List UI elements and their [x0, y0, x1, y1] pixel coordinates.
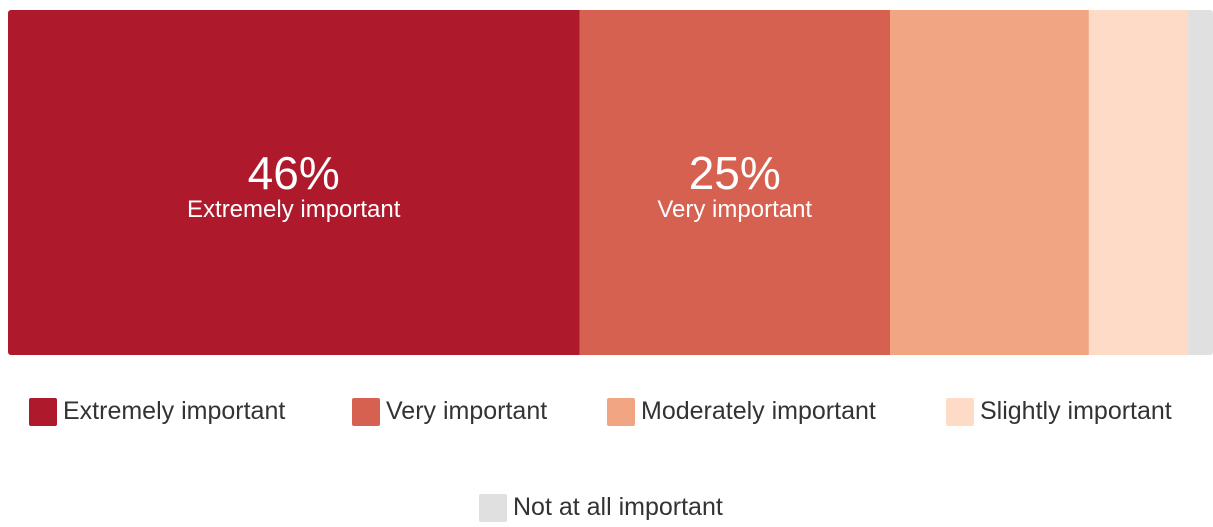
legend-swatch-slightly-important — [946, 397, 974, 426]
legend-item-slightly-important[interactable]: Slightly important — [946, 397, 1172, 426]
legend-swatch-moderately-important — [607, 397, 635, 426]
legend-row-2: Not at all important — [479, 493, 723, 522]
legend-item-very-important[interactable]: Very important — [352, 397, 547, 426]
data-label-category-very-important: Very important — [657, 196, 812, 223]
data-label-value-extremely-important: 46% — [248, 147, 340, 199]
legend-label-slightly-important: Slightly important — [980, 397, 1172, 425]
legend-label-extremely-important: Extremely important — [63, 397, 286, 425]
bar-segment-very-important[interactable] — [579, 10, 891, 355]
legend-row-1c: Moderately important — [607, 397, 876, 426]
legend-label-not-at-all-important: Not at all important — [513, 493, 723, 521]
legend-row-1: Extremely important — [29, 397, 285, 426]
legend-row-1b: Very important — [352, 397, 547, 426]
legend-row-1d: Slightly important — [946, 397, 1172, 426]
legend-swatch-very-important — [352, 397, 380, 426]
legend-item-extremely-important[interactable]: Extremely important — [29, 397, 285, 426]
legend-swatch-extremely-important — [29, 397, 57, 426]
bar-segment-extremely-important[interactable] — [8, 10, 580, 355]
data-label-value-very-important: 25% — [689, 147, 781, 199]
legend-swatch-not-at-all-important — [479, 493, 507, 522]
data-label-category-extremely-important: Extremely important — [187, 196, 401, 223]
bar-segment-slightly-important[interactable] — [1088, 10, 1189, 355]
stacked-bar-chart: 46%Extremely important 25%Very important — [8, 10, 1213, 355]
bar-segment-not-at-all-important[interactable] — [1188, 10, 1213, 355]
bar-segment-moderately-important[interactable] — [890, 10, 1090, 355]
legend-label-very-important: Very important — [386, 397, 548, 425]
legend-item-moderately-important[interactable]: Moderately important — [607, 397, 876, 426]
legend-item-not-at-all-important[interactable]: Not at all important — [479, 493, 723, 522]
legend-label-moderately-important: Moderately important — [641, 397, 876, 425]
